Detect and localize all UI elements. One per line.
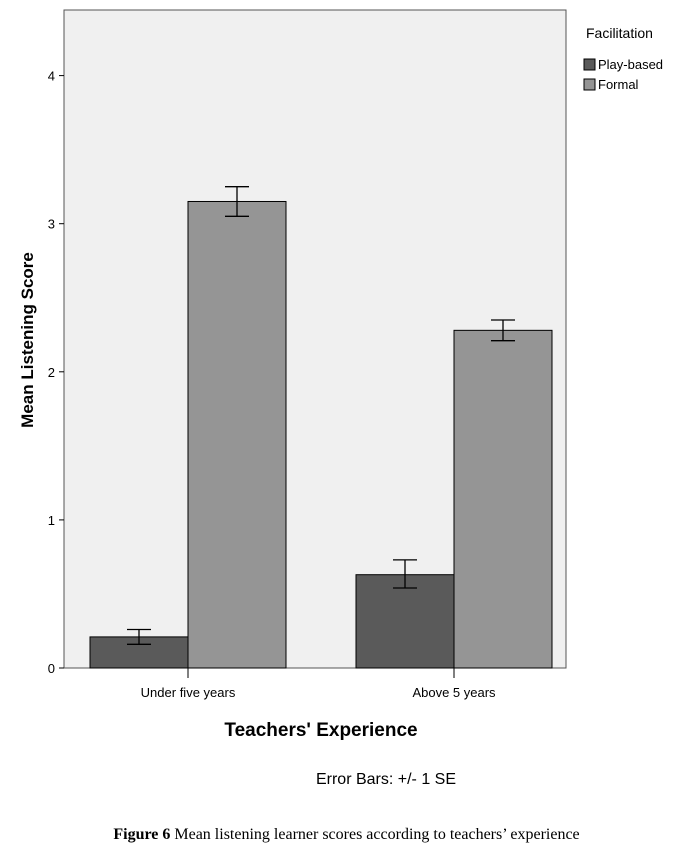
legend-swatch-play-based — [583, 58, 596, 71]
x-axis-label: Teachers' Experience — [224, 720, 417, 741]
y-axis-label: Mean Listening Score — [18, 252, 37, 428]
y-tick-label: 3 — [48, 217, 55, 232]
legend: Facilitation Play-based Formal — [583, 25, 663, 92]
y-tick-label: 0 — [48, 661, 55, 676]
legend-label-formal: Formal — [598, 77, 639, 92]
bar-chart: 0 1 2 3 4 Under five years Above 5 years Mean … — [18, 9, 663, 788]
legend-label-play-based: Play-based — [598, 57, 663, 72]
y-tick-label: 4 — [48, 69, 55, 84]
y-tick-label: 2 — [48, 365, 55, 380]
caption-text: Mean listening learner scores according … — [170, 826, 580, 843]
figure-caption: Figure 6 Mean listening learner scores a… — [0, 826, 693, 844]
bar-play-based — [355, 574, 455, 669]
x-tick-label: Above 5 years — [412, 685, 496, 700]
bar-formal — [187, 200, 287, 669]
legend-swatch-formal — [583, 78, 596, 91]
legend-title: Facilitation — [586, 25, 653, 41]
y-tick-label: 1 — [48, 513, 55, 528]
bar-formal — [453, 329, 553, 669]
x-tick-label: Under five years — [141, 685, 236, 700]
caption-label: Figure 6 — [113, 826, 171, 843]
error-bar-note: Error Bars: +/- 1 SE — [316, 771, 456, 788]
